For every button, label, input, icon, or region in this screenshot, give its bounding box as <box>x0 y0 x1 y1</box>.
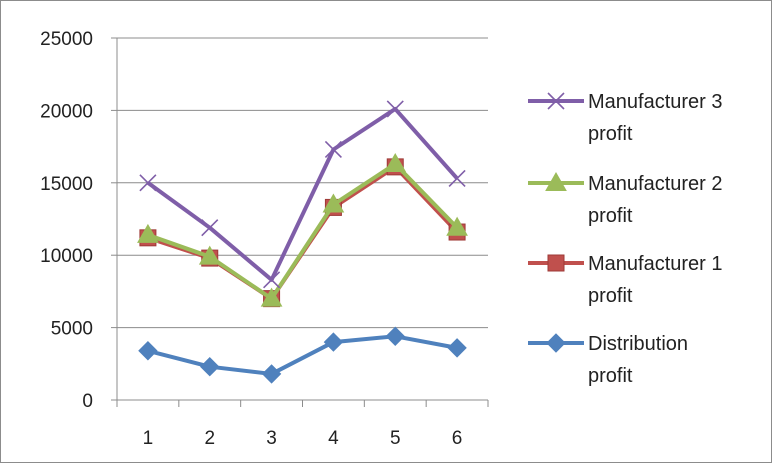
data-point <box>139 174 157 192</box>
series-2 <box>137 152 468 307</box>
legend-label: Distribution <box>588 333 688 355</box>
x-tick-label: 2 <box>204 428 215 449</box>
x-tick-label: 4 <box>328 428 339 449</box>
series-1 <box>139 100 466 289</box>
series-line <box>147 334 458 376</box>
legend-swatch-marker <box>547 92 565 110</box>
marker-stroke <box>386 100 404 118</box>
data-point <box>137 223 159 243</box>
legend-label: Manufacturer 1 <box>588 253 723 275</box>
legend-entry-2: Manufacturer 2 profit <box>528 171 723 227</box>
series-line <box>147 161 459 301</box>
series-line <box>147 164 459 301</box>
y-tick-label: 25000 <box>40 29 93 50</box>
legend-label: profit <box>588 365 633 387</box>
data-point <box>261 364 282 384</box>
legend-swatch-marker <box>546 333 566 353</box>
y-tick-label: 10000 <box>40 246 93 267</box>
marker-stroke <box>547 92 565 110</box>
data-point <box>447 338 467 358</box>
data-point <box>198 245 221 265</box>
data-point <box>386 100 404 118</box>
series-3 <box>139 158 466 308</box>
data-point <box>323 332 344 352</box>
gridlines <box>117 37 488 329</box>
marker-stroke <box>139 174 157 192</box>
y-tick-label: 0 <box>82 391 93 412</box>
marker-stroke <box>201 219 219 237</box>
y-tick-label: 15000 <box>40 174 93 195</box>
x-tick-label: 1 <box>143 428 154 449</box>
data-point <box>263 271 281 289</box>
marker-stroke <box>448 169 466 188</box>
legend: Manufacturer 3 profit Manufacturer 2 profit… <box>528 91 723 387</box>
legend-entry-1: Manufacturer 3 profit <box>528 91 723 145</box>
data-point <box>324 140 342 159</box>
legend-entry-4: Distribution profit <box>528 333 688 387</box>
legend-label: profit <box>588 205 633 227</box>
data-point <box>448 169 466 188</box>
data-point <box>260 287 283 307</box>
legend-swatch-marker <box>545 171 567 191</box>
legend-label: Manufacturer 2 <box>588 173 723 195</box>
data-point <box>322 193 345 213</box>
y-tick-label: 20000 <box>40 101 93 122</box>
data-point <box>384 152 407 172</box>
x-tick-label: 5 <box>390 428 401 449</box>
marker-stroke <box>324 140 342 159</box>
legend-label: profit <box>588 123 633 145</box>
axes: 0 5000 10000 15000 20000 25000 1 2 3 4 5 6 <box>40 29 489 449</box>
data-point <box>200 356 220 377</box>
data-point <box>138 341 158 361</box>
y-tick-label: 5000 <box>51 319 93 340</box>
legend-label: Manufacturer 3 <box>588 91 723 113</box>
series-group <box>137 100 468 384</box>
data-point <box>201 219 219 237</box>
series-line <box>146 106 459 282</box>
data-point <box>446 216 468 236</box>
data-point <box>385 326 405 346</box>
legend-entry-3: Manufacturer 1 profit <box>528 253 723 307</box>
series-4 <box>138 326 467 384</box>
marker-stroke <box>263 271 281 289</box>
legend-label: profit <box>588 285 633 307</box>
x-tick-label: 3 <box>266 428 277 449</box>
legend-swatch-marker <box>547 254 565 272</box>
x-tick-label: 6 <box>452 428 463 449</box>
